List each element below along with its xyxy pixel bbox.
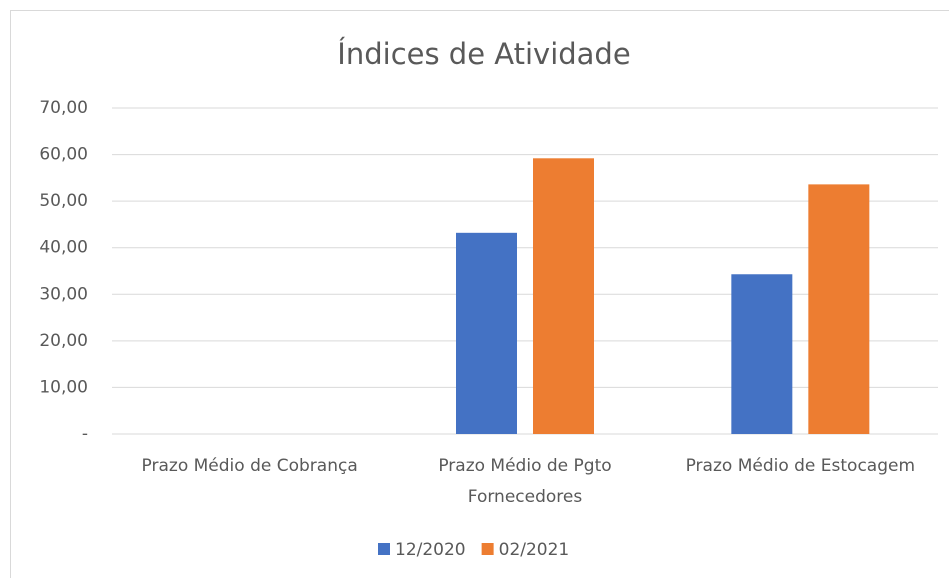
x-tick-label: Prazo Médio de Estocagem: [685, 456, 916, 476]
x-tick-label: Prazo Médio de Cobrança: [141, 456, 358, 476]
legend-swatch: [481, 543, 494, 555]
y-tick-label: 10,00: [39, 377, 88, 397]
bar: [808, 184, 870, 434]
legend-swatch: [378, 543, 390, 555]
legend-label: 12/2020: [395, 540, 466, 560]
bar: [731, 274, 793, 434]
y-tick-label: 40,00: [39, 238, 88, 258]
bar: [533, 158, 594, 434]
chart-title: Índices de Atividade: [337, 37, 630, 71]
y-tick-label: 70,00: [39, 98, 88, 118]
y-tick-label: 60,00: [39, 145, 88, 165]
bar: [456, 232, 517, 434]
legend-label: 02/2021: [499, 540, 570, 560]
y-tick-label: 30,00: [39, 284, 88, 304]
y-tick-label: 20,00: [39, 331, 88, 351]
y-tick-label: 50,00: [39, 191, 88, 211]
y-tick-label: -: [82, 424, 88, 444]
x-tick-label: Prazo Médio de Pgto Fornecedores: [438, 456, 612, 507]
